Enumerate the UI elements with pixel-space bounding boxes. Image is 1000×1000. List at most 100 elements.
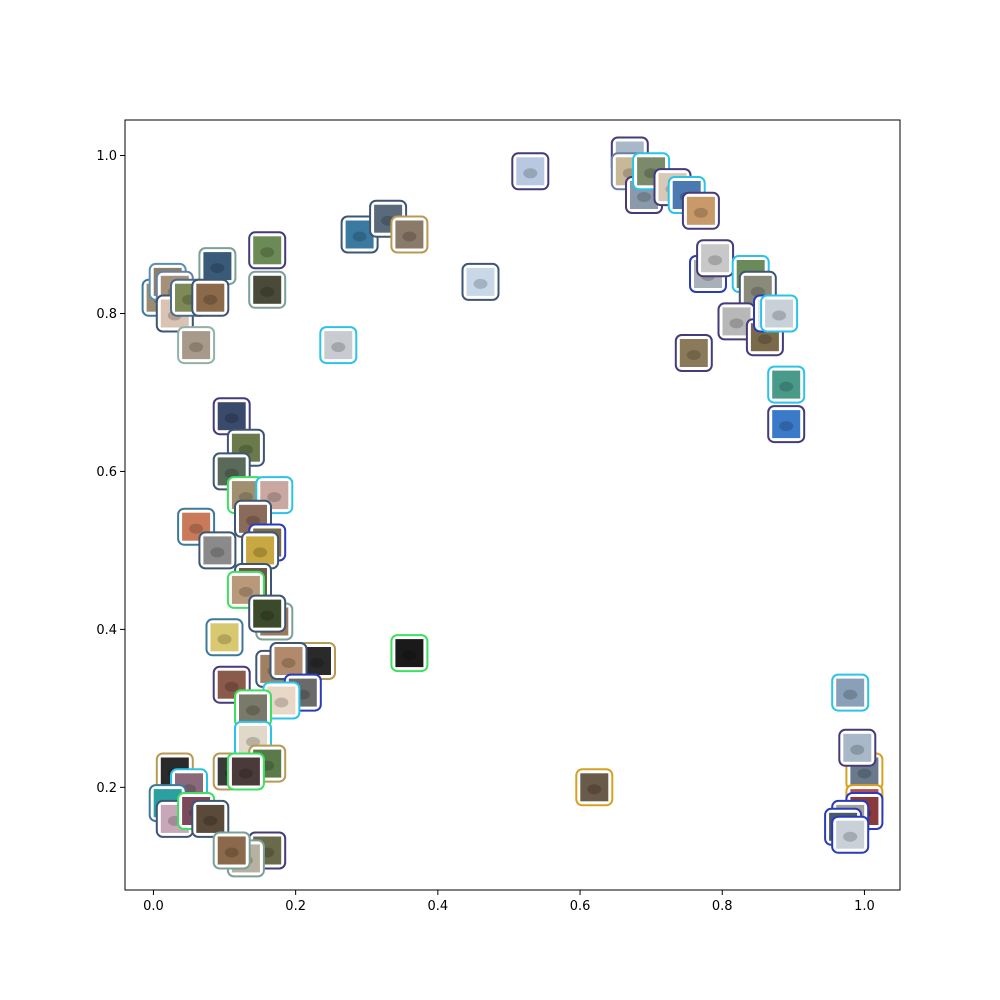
thumbnail-marker xyxy=(838,728,877,767)
thumbnail-image xyxy=(686,196,715,225)
thumbnail-marker xyxy=(205,618,244,657)
thumbnail-subject xyxy=(224,413,239,424)
thumbnail-marker xyxy=(717,302,756,341)
thumbnail-marker xyxy=(212,831,251,870)
thumbnail-image xyxy=(722,307,751,336)
thumbnail-marker xyxy=(198,531,237,570)
thumbnail-image xyxy=(395,220,424,249)
thumbnail-subject xyxy=(310,658,324,668)
thumbnail-subject xyxy=(331,342,346,353)
thumbnail-image xyxy=(843,733,872,762)
thumbnail-marker xyxy=(461,262,500,301)
x-tick-label: 1.0 xyxy=(854,899,875,914)
thumbnail-subject xyxy=(857,768,872,779)
thumbnail-subject xyxy=(843,689,858,700)
thumbnail-subject xyxy=(238,586,253,597)
thumbnail-subject xyxy=(210,547,225,558)
thumbnail-subject xyxy=(850,744,865,755)
thumbnail-subject xyxy=(729,318,744,329)
x-tick-label: 0.6 xyxy=(570,899,591,914)
thumbnail-markers xyxy=(141,136,884,878)
thumbnail-subject xyxy=(274,697,289,708)
thumbnail-marker xyxy=(674,334,713,372)
thumbnail-marker xyxy=(511,152,550,191)
thumbnail-subject xyxy=(217,634,232,645)
thumbnail-subject xyxy=(750,286,765,297)
thumbnail-marker xyxy=(269,642,308,680)
thumbnail-marker xyxy=(390,634,429,673)
thumbnail-subject xyxy=(402,650,417,661)
thumbnail-subject xyxy=(253,547,268,558)
thumbnail-image xyxy=(210,623,239,652)
thumbnail-marker xyxy=(760,294,799,333)
thumbnail-image xyxy=(580,773,609,802)
thumbnail-image xyxy=(274,647,303,675)
thumbnail-marker xyxy=(191,278,230,317)
thumbnail-subject xyxy=(402,231,417,242)
thumbnail-image xyxy=(217,402,246,431)
thumbnail-subject xyxy=(224,681,239,692)
thumbnail-subject xyxy=(779,421,794,432)
thumbnail-marker xyxy=(696,239,735,278)
thumbnail-subject xyxy=(238,768,253,779)
thumbnail-marker xyxy=(191,799,230,838)
thumbnail-subject xyxy=(203,815,218,826)
thumbnail-marker xyxy=(298,642,336,680)
y-axis-ticks: 0.2 0.4 0.6 0.8 1.0 xyxy=(96,149,125,796)
thumbnail-marker xyxy=(390,215,429,254)
thumbnail-subject xyxy=(246,705,260,716)
thumbnail-marker xyxy=(767,405,806,444)
thumbnail-subject xyxy=(189,342,204,353)
y-tick-label: 0.2 xyxy=(96,781,117,796)
thumbnail-marker xyxy=(177,507,216,546)
thumbnail-subject xyxy=(189,523,204,534)
thumbnail-image xyxy=(303,647,331,675)
thumbnail-image xyxy=(267,686,296,715)
thumbnail-marker xyxy=(319,326,358,365)
thumbnail-image xyxy=(701,244,730,273)
thumbnail-subject xyxy=(246,515,260,526)
thumbnail-subject xyxy=(267,492,282,503)
thumbnail-image xyxy=(246,536,275,565)
thumbnail-subject xyxy=(203,294,218,305)
x-tick-label: 0.8 xyxy=(712,899,733,914)
thumbnail-marker xyxy=(226,752,265,791)
thumbnail-subject xyxy=(281,658,296,668)
x-tick-label: 0.4 xyxy=(428,899,449,914)
thumbnail-marker xyxy=(248,594,287,633)
thumbnail-image xyxy=(765,299,794,328)
thumbnail-image xyxy=(253,236,282,265)
thumbnail-image xyxy=(182,331,211,360)
thumbnail-subject xyxy=(246,736,260,747)
thumbnail-image xyxy=(466,267,495,296)
thumbnail-subject xyxy=(772,310,787,321)
thumbnail-marker xyxy=(248,231,287,270)
thumbnail-marker xyxy=(767,365,806,404)
thumbnail-subject xyxy=(757,334,772,345)
thumbnail-subject xyxy=(210,263,225,274)
thumbnail-marker xyxy=(234,689,272,728)
thumbnail-image xyxy=(253,275,282,304)
thumbnail-marker xyxy=(831,815,870,854)
x-tick-label: 0.2 xyxy=(285,899,306,914)
thumbnail-image xyxy=(772,410,801,439)
thumbnail-subject xyxy=(637,192,651,202)
thumbnail-subject xyxy=(224,847,239,858)
y-tick-label: 0.8 xyxy=(96,307,117,322)
thumbnail-subject xyxy=(238,444,253,455)
thumbnail-subject xyxy=(686,350,701,360)
thumbnail-subject xyxy=(352,231,367,242)
thumbnail-image xyxy=(239,694,267,723)
thumbnail-marker xyxy=(226,570,265,609)
thumbnail-image xyxy=(836,820,865,849)
thumbnail-image xyxy=(679,339,708,367)
y-tick-label: 0.6 xyxy=(96,465,117,480)
thumbnail-subject xyxy=(238,492,253,503)
thumbnail-marker xyxy=(177,326,216,365)
thumbnail-image xyxy=(395,639,424,668)
thumbnail-marker xyxy=(681,191,720,230)
thumbnail-image xyxy=(324,331,353,360)
x-tick-label: 0.0 xyxy=(143,899,164,914)
thumbnail-marker xyxy=(212,397,251,436)
